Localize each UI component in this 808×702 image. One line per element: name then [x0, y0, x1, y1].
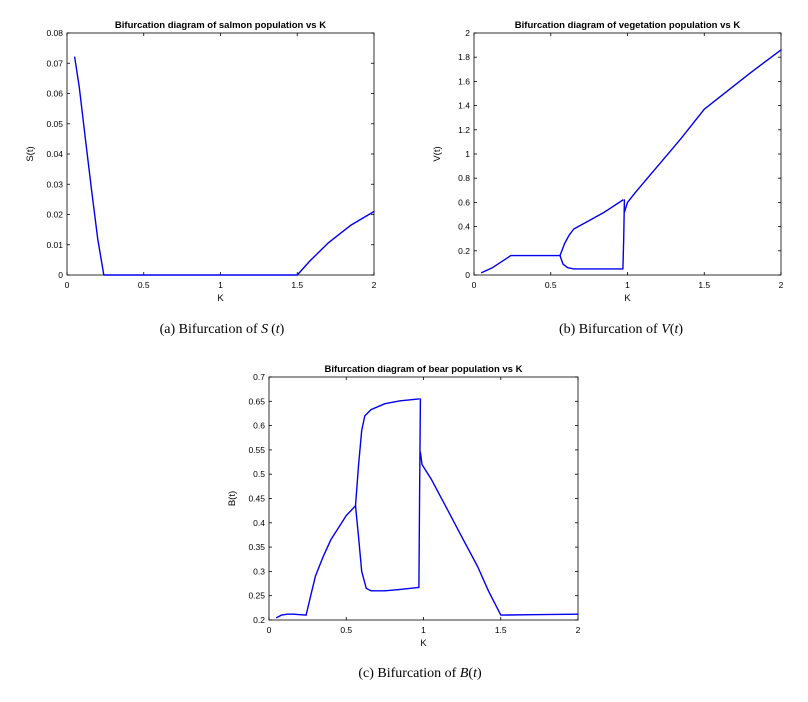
series-line: [419, 451, 579, 616]
y-tick-label: 2: [465, 28, 470, 38]
plot-frame: [268, 376, 579, 621]
y-tick-label: 0.5: [253, 469, 265, 479]
y-tick-label: 0.05: [46, 119, 63, 129]
chart-vegetation: 0 0.5 1 1.5 2 0 0.2 0.4 0.6 0.8 1 1.2 1.4 1.6 1.8 2 Bifu…: [432, 20, 784, 304]
y-tick-label: 0: [58, 270, 63, 280]
x-tick-label: 0.5: [340, 625, 352, 635]
series-line: [418, 398, 422, 589]
y-tick-label: 0.04: [46, 149, 63, 159]
caption-c: (c) Bifurcation of B(t): [358, 666, 482, 681]
series-line: [481, 254, 561, 274]
y-tick-label: 0.2: [253, 615, 265, 625]
y-tick-label: 0.4: [458, 222, 470, 232]
series-line: [559, 199, 624, 257]
x-tick-label: 1: [421, 625, 426, 635]
y-tick-label: 0.45: [248, 494, 265, 504]
y-tick-label: 1.6: [458, 76, 470, 86]
x-tick-label: 2: [576, 625, 581, 635]
caption-a: (a) Bifurcation of S (t): [160, 322, 285, 337]
chart-title: Bifurcation diagram of salmon population…: [115, 20, 326, 31]
y-tick-label: 0.6: [458, 197, 470, 207]
x-tick-label: 1: [625, 280, 630, 290]
x-axis-label: K: [624, 293, 631, 304]
y-tick-label: 0.02: [46, 210, 63, 220]
chart-title: Bifurcation diagram of vegetation popula…: [515, 20, 741, 31]
series-line: [354, 398, 420, 507]
series-line: [354, 505, 420, 592]
y-tick-label: 0.06: [46, 89, 63, 99]
series-line: [305, 505, 357, 616]
y-tick-label: 0.01: [46, 240, 63, 250]
y-tick-label: 0.4: [253, 518, 265, 528]
caption-b: (b) Bifurcation of V(t): [559, 322, 683, 337]
y-tick-label: 0.3: [253, 566, 265, 576]
y-tick-label: 0.08: [46, 28, 63, 38]
y-tick-label: 0.65: [248, 396, 265, 406]
y-tick-label: 1.4: [458, 101, 470, 111]
series-line: [622, 199, 626, 270]
series-line: [559, 254, 624, 270]
x-tick-label: 0: [267, 625, 272, 635]
y-tick-label: 0.35: [248, 542, 265, 552]
y-axis-label: B(t): [227, 491, 238, 506]
x-tick-label: 1.5: [495, 625, 507, 635]
chart-title: Bifurcation diagram of bear population v…: [325, 364, 523, 375]
x-tick-label: 2: [779, 280, 784, 290]
x-tick-label: 0: [472, 280, 477, 290]
series-line: [623, 49, 782, 213]
x-tick-label: 1.5: [291, 280, 303, 290]
y-tick-label: 0.55: [248, 445, 265, 455]
x-tick-label: 1.5: [698, 280, 710, 290]
y-tick-label: 1.2: [458, 125, 470, 135]
x-tick-label: 0: [65, 280, 70, 290]
y-axis-label: S(t): [25, 146, 36, 161]
plot-frame: [66, 32, 375, 276]
x-tick-label: 1: [218, 280, 223, 290]
x-tick-label: 2: [372, 280, 377, 290]
y-tick-label: 0.2: [458, 246, 470, 256]
y-tick-label: 0.25: [248, 591, 265, 601]
plot-frame: [473, 32, 782, 276]
y-tick-label: 1.8: [458, 52, 470, 62]
x-tick-label: 0.5: [138, 280, 150, 290]
x-axis-label: K: [420, 638, 427, 649]
y-tick-label: 0.07: [46, 58, 63, 68]
y-axis-label: V(t): [432, 146, 443, 161]
x-tick-label: 0.5: [545, 280, 557, 290]
chart-salmon: 0 0.5 1 1.5 2 0 0.01 0.02 0.03 0.04 0.05 0.06 0.07 0.…: [25, 20, 377, 304]
series-line: [74, 56, 375, 276]
y-tick-label: 0.6: [253, 421, 265, 431]
y-tick-label: 0.7: [253, 372, 265, 382]
y-tick-label: 0.8: [458, 173, 470, 183]
series-line: [276, 613, 307, 619]
y-tick-label: 0.03: [46, 179, 63, 189]
y-tick-label: 1: [465, 149, 470, 159]
x-axis-label: K: [217, 293, 224, 304]
chart-bear: 0 0.5 1 1.5 2 0.2 0.25 0.3 0.35 0.4 0.45 0.5 0.55 0.6…: [227, 364, 581, 649]
y-tick-label: 0: [465, 270, 470, 280]
